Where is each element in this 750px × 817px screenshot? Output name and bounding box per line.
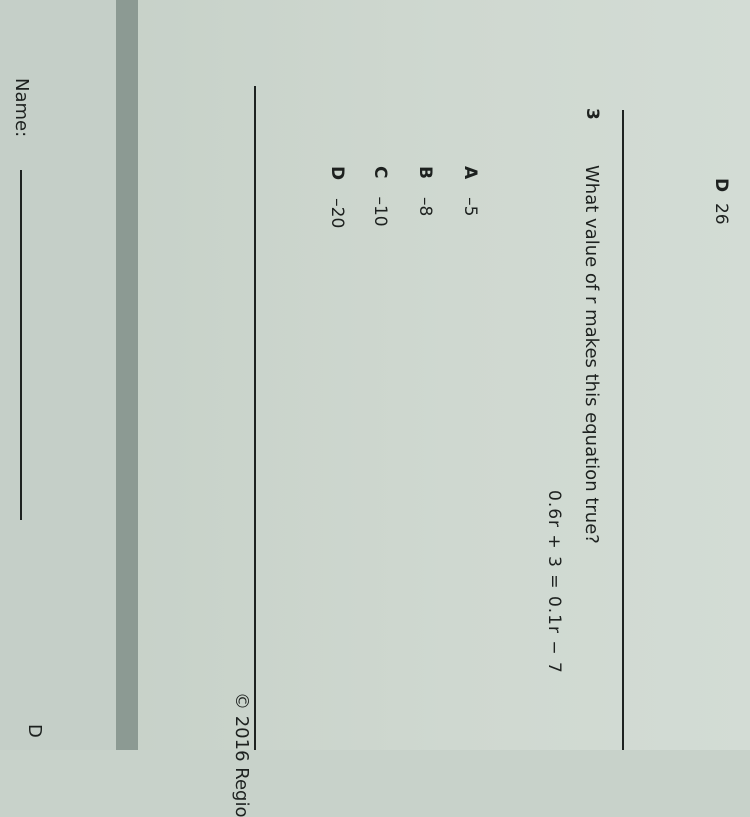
choice-letter: C	[370, 166, 390, 179]
name-label: Name:	[11, 78, 32, 138]
choice-letter: A	[460, 166, 480, 180]
corner-letter: D	[24, 724, 45, 738]
choice-a[interactable]: A –5	[460, 166, 480, 217]
choice-b[interactable]: B –8	[415, 166, 435, 216]
choice-c[interactable]: C –10	[370, 166, 390, 227]
choice-letter: B	[415, 166, 435, 179]
choice-value: 26	[711, 202, 731, 225]
question-number: 3	[582, 108, 602, 120]
question-divider-bottom	[254, 86, 256, 750]
choice-d[interactable]: D –20	[327, 166, 347, 228]
choice-value: –8	[415, 196, 435, 217]
choice-value: –5	[460, 197, 480, 217]
question-divider-top	[622, 110, 624, 750]
choice-letter: D	[327, 166, 347, 181]
choice-value: –20	[327, 198, 347, 229]
page-divider-band	[116, 0, 138, 750]
copyright: © 2016 Regio	[231, 692, 252, 817]
previous-choice-d: D 26	[711, 178, 731, 225]
name-field[interactable]	[20, 170, 22, 520]
question-text: What value of r makes this equation true…	[581, 165, 602, 544]
choice-value: –10	[370, 196, 390, 227]
equation: 0.6r + 3 = 0.1r − 7	[544, 490, 564, 674]
choice-letter: D	[711, 178, 731, 193]
